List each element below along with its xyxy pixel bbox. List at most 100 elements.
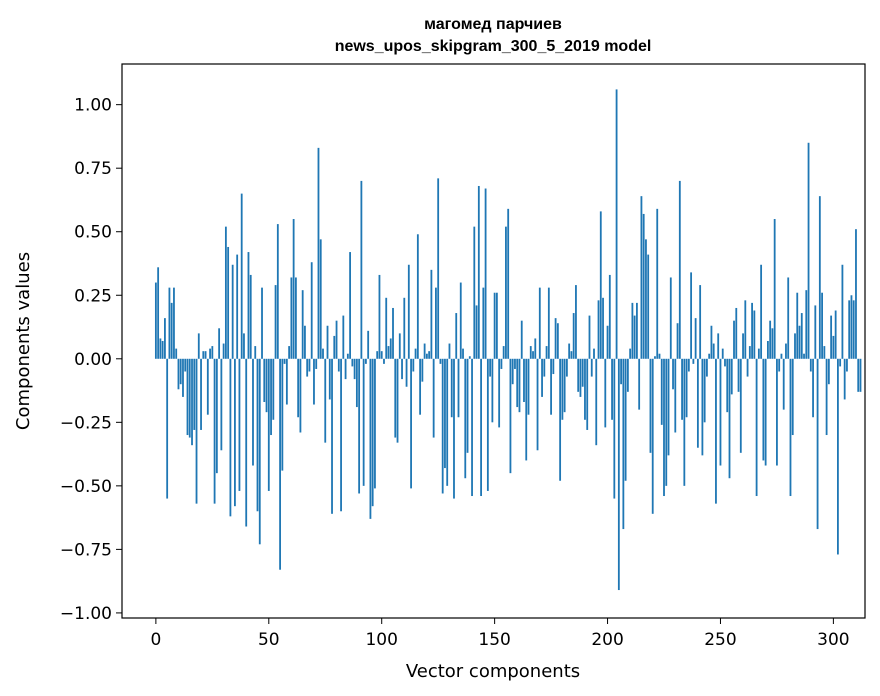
bar-104 (389, 338, 392, 359)
bar-271 (766, 341, 769, 359)
bar-308 (850, 295, 853, 359)
bar-227 (667, 358, 670, 456)
y-axis-ticks: −1.00 −0.75 −0.50 −0.25 0.00 0.25 0.50 0.75 1.00 (60, 96, 122, 624)
bar-165 (527, 358, 530, 415)
bar-277 (780, 353, 783, 359)
bar-307 (848, 300, 851, 359)
bar-54 (276, 224, 279, 359)
bar-263 (748, 346, 751, 359)
bar-126 (439, 358, 442, 364)
bar-21 (202, 351, 205, 359)
bar-82 (340, 358, 342, 512)
bar-36 (236, 254, 239, 359)
bar-60 (290, 277, 293, 359)
bar-281 (789, 358, 792, 497)
bar-187 (577, 358, 580, 392)
bar-144 (480, 358, 482, 497)
bar-90 (358, 358, 361, 494)
bar-310 (855, 229, 857, 359)
bar-145 (482, 287, 485, 359)
bar-252 (724, 358, 726, 367)
bar-122 (430, 269, 433, 359)
bar-302 (837, 358, 839, 555)
bar-142 (475, 305, 478, 359)
bar-211 (631, 302, 634, 359)
bar-283 (794, 333, 796, 359)
bar-248 (715, 358, 717, 504)
bar-258 (737, 358, 740, 392)
bar-66 (304, 325, 306, 359)
bar-273 (771, 328, 774, 359)
bar-22 (204, 351, 207, 359)
bar-150 (493, 292, 496, 359)
bar-23 (206, 358, 209, 415)
bar-239 (694, 318, 697, 359)
bar-288 (805, 290, 808, 359)
bar-154 (502, 346, 505, 359)
bar-78 (331, 358, 333, 514)
bar-275 (776, 358, 778, 466)
bar-113 (410, 358, 412, 489)
bar-220 (651, 358, 654, 514)
bar-253 (726, 358, 729, 413)
x-tick-label: 150 (478, 630, 510, 650)
bar-96 (371, 358, 374, 507)
bar-19 (197, 333, 200, 359)
bar-251 (721, 348, 724, 359)
bar-240 (696, 358, 699, 448)
bar-62 (294, 277, 297, 359)
bar-108 (398, 333, 401, 359)
bar-304 (841, 264, 844, 359)
bar-232 (678, 180, 681, 359)
bar-42 (249, 274, 252, 359)
bar-55 (279, 358, 281, 570)
bar-205 (617, 358, 620, 591)
bar-259 (739, 358, 742, 453)
bar-292 (814, 305, 817, 359)
bar-135 (459, 282, 462, 359)
bar-228 (669, 277, 672, 359)
bar-169 (536, 358, 539, 451)
bar-147 (486, 358, 489, 491)
bar-5 (166, 358, 169, 499)
bar-51 (270, 358, 272, 436)
bar-4 (164, 318, 166, 359)
bar-9 (175, 348, 178, 359)
bar-45 (256, 358, 259, 512)
bar-110 (403, 297, 406, 359)
bar-3 (161, 341, 164, 359)
bar-26 (213, 358, 216, 504)
bar-183 (568, 343, 571, 359)
y-tick-label: 1.00 (74, 96, 112, 116)
bars-group (154, 89, 862, 591)
bar-223 (658, 353, 661, 359)
bar-148 (489, 358, 492, 377)
bar-293 (816, 358, 819, 530)
bar-57 (283, 358, 286, 364)
bar-115 (414, 348, 417, 359)
bar-250 (719, 358, 722, 466)
bar-301 (834, 310, 837, 359)
bar-100 (380, 351, 383, 359)
bar-213 (636, 302, 638, 359)
bar-161 (518, 358, 521, 413)
bar-125 (437, 178, 440, 359)
bar-24 (209, 348, 211, 359)
bar-119 (423, 343, 426, 359)
bar-46 (258, 358, 261, 545)
bar-114 (412, 358, 415, 372)
bar-84 (344, 358, 347, 380)
bar-212 (633, 315, 636, 359)
bar-214 (638, 358, 641, 410)
bar-265 (753, 310, 756, 359)
bar-180 (561, 358, 564, 420)
x-tick-label: 300 (817, 630, 849, 650)
bar-231 (676, 323, 679, 359)
bar-141 (473, 226, 476, 359)
bar-168 (534, 338, 537, 359)
bar-16 (191, 358, 193, 446)
bar-242 (701, 358, 704, 456)
bar-109 (401, 358, 403, 380)
bar-299 (830, 315, 833, 359)
bar-124 (435, 287, 437, 359)
